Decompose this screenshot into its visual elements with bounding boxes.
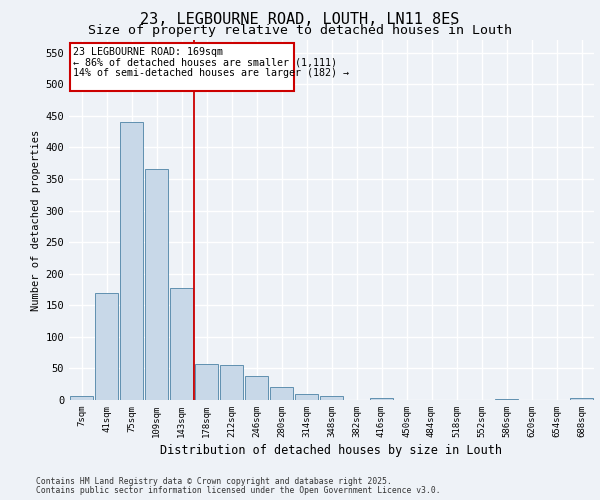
Bar — [295, 394, 319, 400]
Text: 14% of semi-detached houses are larger (182) →: 14% of semi-detached houses are larger (… — [73, 68, 349, 78]
Text: 23, LEGBOURNE ROAD, LOUTH, LN11 8ES: 23, LEGBOURNE ROAD, LOUTH, LN11 8ES — [140, 12, 460, 26]
Bar — [95, 292, 118, 400]
Text: Contains public sector information licensed under the Open Government Licence v3: Contains public sector information licen… — [36, 486, 440, 495]
X-axis label: Distribution of detached houses by size in Louth: Distribution of detached houses by size … — [161, 444, 503, 457]
Text: 23 LEGBOURNE ROAD: 169sqm: 23 LEGBOURNE ROAD: 169sqm — [73, 47, 223, 57]
Y-axis label: Number of detached properties: Number of detached properties — [31, 130, 41, 310]
Bar — [170, 288, 193, 400]
Bar — [145, 170, 169, 400]
Bar — [370, 398, 394, 400]
Bar — [245, 376, 268, 400]
Bar — [220, 366, 244, 400]
Text: ← 86% of detached houses are smaller (1,111): ← 86% of detached houses are smaller (1,… — [73, 58, 337, 68]
Bar — [269, 388, 293, 400]
Bar — [194, 364, 218, 400]
Bar — [70, 396, 94, 400]
Bar — [569, 398, 593, 400]
Text: Contains HM Land Registry data © Crown copyright and database right 2025.: Contains HM Land Registry data © Crown c… — [36, 477, 392, 486]
Bar — [320, 396, 343, 400]
Text: Size of property relative to detached houses in Louth: Size of property relative to detached ho… — [88, 24, 512, 37]
Bar — [119, 122, 143, 400]
Bar — [494, 398, 518, 400]
FancyBboxPatch shape — [70, 43, 294, 90]
